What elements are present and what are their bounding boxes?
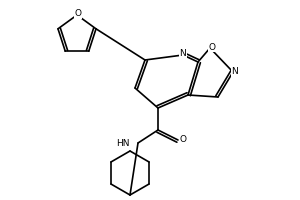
Text: O: O [74, 9, 82, 19]
Text: N: N [180, 48, 186, 58]
Text: O: O [208, 43, 215, 51]
Text: N: N [232, 68, 238, 76]
Text: HN: HN [116, 138, 130, 148]
Text: O: O [179, 136, 187, 144]
